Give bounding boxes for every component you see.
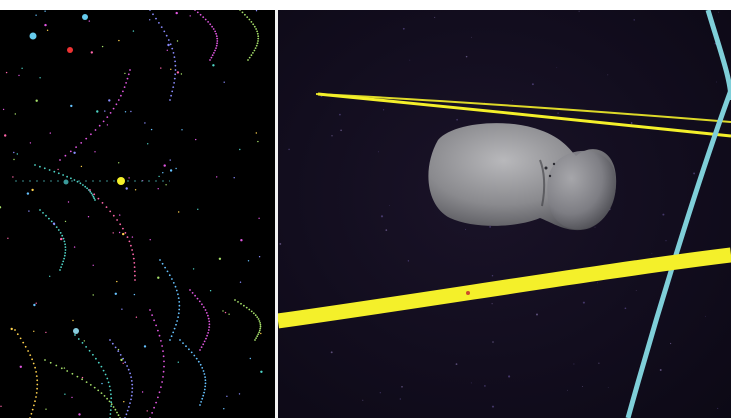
closeup-viewport[interactable] bbox=[278, 10, 731, 418]
planet-icon-red[interactable] bbox=[67, 47, 73, 53]
red-marker bbox=[466, 291, 470, 295]
planet-icon-lower[interactable] bbox=[73, 328, 79, 334]
asteroid-closeup-canvas[interactable] bbox=[278, 10, 731, 418]
planet-icon-cyan[interactable] bbox=[82, 14, 88, 20]
top-strip bbox=[0, 0, 731, 10]
asteroid-icon[interactable] bbox=[428, 123, 617, 231]
orbit-path-cyan-top bbox=[705, 10, 731, 101]
planet-icon-blue[interactable] bbox=[29, 32, 37, 40]
solar-system-overview-canvas[interactable] bbox=[0, 10, 275, 418]
overview-viewport[interactable] bbox=[0, 10, 275, 418]
panel-divider[interactable] bbox=[275, 10, 278, 418]
orbit-dot-trails bbox=[0, 10, 263, 418]
orbit-path-cyan bbox=[625, 89, 731, 418]
sun-icon[interactable] bbox=[117, 177, 125, 185]
earth-icon[interactable] bbox=[63, 179, 69, 185]
orbit-path-icon[interactable] bbox=[278, 247, 731, 329]
orbit-path-upper bbox=[317, 92, 731, 138]
orbit-path-upper-thin bbox=[315, 93, 731, 123]
